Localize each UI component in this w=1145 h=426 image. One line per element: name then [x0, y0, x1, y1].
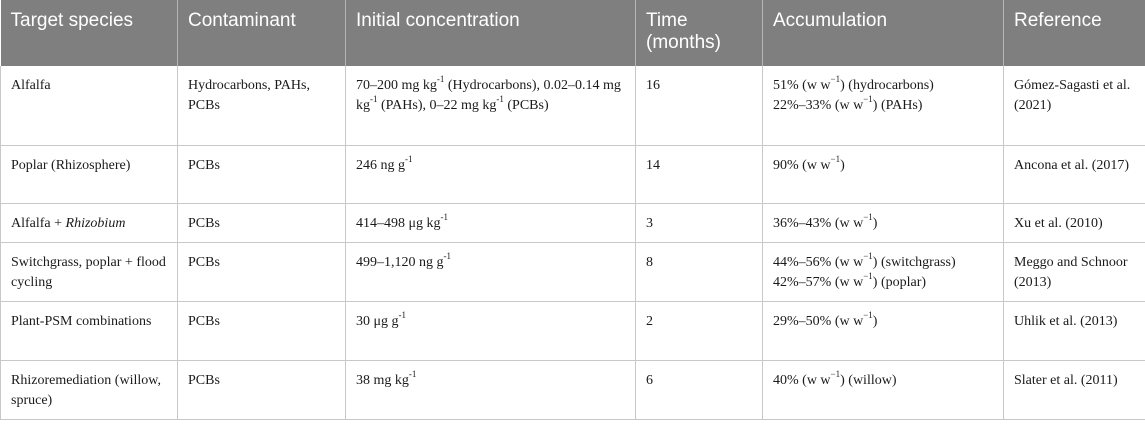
header-reference: Reference	[1003, 0, 1145, 66]
cell-accumulation: 44%–56% (w w−1) (switchgrass) 42%–57% (w…	[762, 242, 1004, 302]
unit-exponent: −1	[863, 271, 873, 282]
accumulation-line: 44%–56% (w w−1) (switchgrass)	[773, 251, 993, 273]
cell-accumulation: 51% (w w−1) (hydrocarbons) 22%–33% (w w−…	[762, 66, 1004, 146]
cell-reference: Ancona et al. (2017)	[1003, 145, 1145, 204]
unit-exponent: −1	[863, 94, 873, 105]
unit-exponent: −1	[863, 212, 873, 223]
cell-reference: Xu et al. (2010)	[1003, 203, 1145, 243]
unit-exponent: -1	[436, 74, 445, 85]
table-row: Alfalfa Hydrocarbons, PAHs, PCBs 70–200 …	[0, 66, 1145, 146]
cell-contaminant: Hydrocarbons, PAHs, PCBs	[177, 66, 346, 146]
header-time: Time (months)	[635, 0, 763, 66]
accumulation-line: 22%–33% (w w−1) (PAHs)	[773, 94, 993, 116]
cell-species: Plant-PSM combinations	[0, 301, 178, 361]
unit-exponent: −1	[863, 310, 873, 321]
concentration-text: 414–498 μg kg	[356, 216, 441, 231]
concentration-text: 499–1,120 ng g	[356, 255, 444, 270]
table-row: Poplar (Rhizosphere) PCBs 246 ng g-1 14 …	[0, 145, 1145, 204]
cell-accumulation: 36%–43% (w w−1)	[762, 203, 1004, 243]
cell-reference: Uhlik et al. (2013)	[1003, 301, 1145, 361]
accumulation-text: ) (willow)	[840, 373, 897, 388]
unit-exponent: −1	[830, 74, 841, 85]
species-text: Alfalfa +	[11, 216, 66, 231]
accumulation-text: ) (hydrocarbons)	[840, 78, 934, 93]
cell-reference: Slater et al. (2011)	[1003, 360, 1145, 420]
unit-exponent: −1	[863, 251, 873, 262]
cell-contaminant: PCBs	[177, 203, 346, 243]
accumulation-text: ) (PAHs)	[872, 98, 923, 113]
table-row: Plant-PSM combinations PCBs 30 μg g-1 2 …	[0, 301, 1145, 361]
cell-species: Rhizoremediation (willow, spruce)	[0, 360, 178, 420]
table-row: Rhizoremediation (willow, spruce) PCBs 3…	[0, 360, 1145, 420]
cell-time: 8	[635, 242, 763, 302]
accumulation-text: 42%–57% (w w	[773, 275, 864, 290]
header-contaminant: Contaminant	[177, 0, 346, 66]
table-header: Target species Contaminant Initial conce…	[0, 0, 1145, 66]
concentration-text: 38 mg kg	[356, 373, 409, 388]
unit-exponent: −1	[830, 369, 841, 380]
cell-contaminant: PCBs	[177, 360, 346, 420]
cell-reference: Meggo and Schnoor (2013)	[1003, 242, 1145, 302]
header-target-species: Target species	[0, 0, 178, 66]
accumulation-line: 51% (w w−1) (hydrocarbons)	[773, 74, 993, 96]
cell-time: 2	[635, 301, 763, 361]
concentration-text: (PAHs), 0–22 mg kg	[377, 98, 497, 113]
accumulation-text: )	[840, 158, 845, 173]
cell-contaminant: PCBs	[177, 301, 346, 361]
header-accumulation: Accumulation	[762, 0, 1004, 66]
cell-concentration: 499–1,120 ng g-1	[345, 242, 636, 302]
table-body: Alfalfa Hydrocarbons, PAHs, PCBs 70–200 …	[0, 66, 1145, 420]
table-row: Switchgrass, poplar + flood cycling PCBs…	[0, 242, 1145, 302]
unit-exponent: -1	[370, 94, 378, 105]
unit-exponent: -1	[408, 369, 417, 380]
accumulation-text: 36%–43% (w w	[773, 216, 864, 231]
cell-time: 16	[635, 66, 763, 146]
accumulation-text: 44%–56% (w w	[773, 255, 864, 270]
accumulation-text: 29%–50% (w w	[773, 314, 864, 329]
accumulation-line: 42%–57% (w w−1) (poplar)	[773, 271, 993, 293]
cell-concentration: 70–200 mg kg-1 (Hydrocarbons), 0.02–0.14…	[345, 66, 636, 146]
cell-species: Alfalfa + Rhizobium	[0, 203, 178, 243]
unit-exponent: −1	[830, 154, 841, 165]
cell-concentration: 246 ng g-1	[345, 145, 636, 204]
cell-concentration: 30 μg g-1	[345, 301, 636, 361]
accumulation-text: ) (poplar)	[872, 275, 927, 290]
cell-species: Alfalfa	[0, 66, 178, 146]
concentration-text: 70–200 mg kg	[356, 78, 437, 93]
cell-reference: Gómez-Sagasti et al. (2021)	[1003, 66, 1145, 146]
unit-exponent: -1	[496, 94, 504, 105]
accumulation-text: )	[872, 314, 878, 329]
cell-time: 14	[635, 145, 763, 204]
cell-concentration: 38 mg kg-1	[345, 360, 636, 420]
cell-concentration: 414–498 μg kg-1	[345, 203, 636, 243]
cell-accumulation: 40% (w w−1) (willow)	[762, 360, 1004, 420]
accumulation-text: 40% (w w	[773, 373, 831, 388]
cell-time: 3	[635, 203, 763, 243]
accumulation-text: )	[872, 216, 878, 231]
unit-exponent: -1	[398, 310, 407, 321]
accumulation-text: 51% (w w	[773, 78, 831, 93]
cell-contaminant: PCBs	[177, 145, 346, 204]
cell-time: 6	[635, 360, 763, 420]
unit-exponent: -1	[440, 212, 449, 223]
cell-accumulation: 29%–50% (w w−1)	[762, 301, 1004, 361]
concentration-text: 246 ng g	[356, 158, 405, 173]
accumulation-text: ) (switchgrass)	[872, 255, 956, 270]
concentration-text: (Hydrocarbons), 0.02–0.14 mg kg	[356, 78, 621, 113]
accumulation-text: 22%–33% (w w	[773, 98, 864, 113]
species-italic-text: Rhizobium	[65, 216, 126, 231]
cell-contaminant: PCBs	[177, 242, 346, 302]
concentration-text: 30 μg g	[356, 314, 399, 329]
table-row: Alfalfa + Rhizobium PCBs 414–498 μg kg-1…	[0, 203, 1145, 243]
accumulation-text: 90% (w w	[773, 158, 831, 173]
cell-accumulation: 90% (w w−1)	[762, 145, 1004, 204]
header-initial-concentration: Initial concentration	[345, 0, 636, 66]
unit-exponent: -1	[443, 251, 452, 262]
concentration-text: (PCBs)	[503, 98, 549, 113]
cell-species: Poplar (Rhizosphere)	[0, 145, 178, 204]
header-row: Target species Contaminant Initial conce…	[0, 0, 1145, 66]
unit-exponent: -1	[405, 154, 413, 165]
cell-species: Switchgrass, poplar + flood cycling	[0, 242, 178, 302]
